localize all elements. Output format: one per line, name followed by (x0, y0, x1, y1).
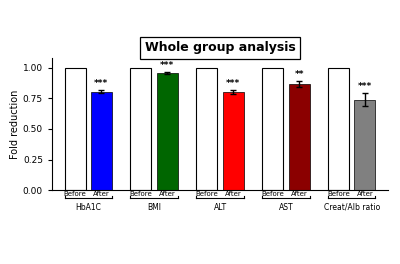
Bar (130, 68, 152, 190)
Text: ***: *** (160, 61, 174, 70)
Bar (328, 68, 349, 190)
Bar (157, 73, 178, 190)
Text: ALT: ALT (214, 203, 226, 212)
Y-axis label: Fold reduction: Fold reduction (10, 89, 20, 159)
Text: HbA1C: HbA1C (75, 203, 101, 212)
Bar (262, 68, 283, 190)
Bar (223, 92, 244, 190)
Bar (354, 100, 376, 190)
Text: **: ** (294, 70, 304, 79)
Bar (64, 68, 86, 190)
Text: AST: AST (278, 203, 293, 212)
Text: ***: *** (358, 82, 372, 91)
Text: ***: *** (226, 79, 240, 88)
Text: Creat/Alb ratio: Creat/Alb ratio (324, 203, 380, 212)
Text: BMI: BMI (147, 203, 161, 212)
Bar (196, 68, 217, 190)
Text: ***: *** (94, 79, 108, 88)
Bar (288, 84, 310, 190)
Title: Whole group analysis: Whole group analysis (145, 41, 295, 54)
Bar (91, 92, 112, 190)
